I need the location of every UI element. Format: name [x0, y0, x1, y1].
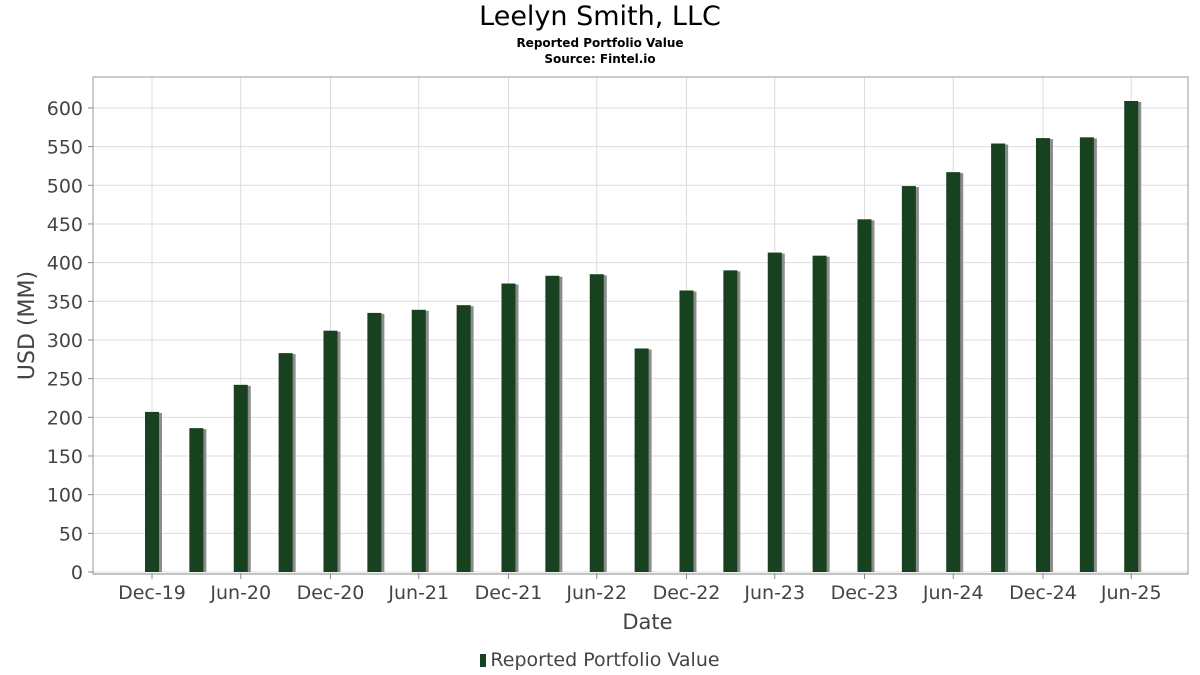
y-tick-label: 250	[47, 369, 83, 391]
y-axis-ticks: 0 50 100 150 200 250 300 350 400 450 500 550 600	[47, 98, 93, 584]
y-tick-label: 600	[47, 98, 83, 120]
x-tick-label: Jun-20	[209, 582, 271, 604]
x-tick-label: Dec-20	[297, 582, 365, 604]
y-tick-label: 550	[47, 137, 83, 159]
bar	[545, 275, 560, 572]
bar	[189, 428, 204, 572]
y-tick-label: 300	[47, 330, 83, 352]
bar	[901, 186, 916, 572]
bar	[1079, 137, 1094, 572]
bar	[323, 330, 338, 572]
y-tick-label: 100	[47, 485, 83, 507]
x-tick-label: Jun-22	[565, 582, 627, 604]
bar	[456, 305, 471, 572]
y-axis-label: USD (MM)	[15, 271, 40, 380]
y-tick-label: 150	[47, 446, 83, 468]
bar	[723, 270, 738, 572]
bar	[1124, 100, 1139, 572]
y-tick-label: 450	[47, 214, 83, 236]
bar	[367, 312, 382, 572]
bar	[857, 219, 872, 572]
chart-source: Source: Fintel.io	[544, 52, 656, 66]
bar	[991, 143, 1006, 572]
bar	[589, 274, 604, 572]
y-tick-label: 350	[47, 291, 83, 313]
bar	[411, 309, 426, 572]
x-tick-label: Dec-23	[831, 582, 899, 604]
x-tick-label: Jun-25	[1100, 582, 1162, 604]
x-tick-label: Dec-21	[475, 582, 543, 604]
bar	[812, 255, 827, 572]
legend: Reported Portfolio Value	[0, 648, 1200, 672]
chart-subtitle: Reported Portfolio Value	[516, 36, 684, 50]
bar	[679, 290, 694, 572]
bar	[767, 252, 782, 572]
bar	[233, 384, 248, 572]
bar	[501, 283, 516, 572]
legend-swatch	[480, 654, 487, 667]
x-tick-label: Dec-22	[653, 582, 721, 604]
chart-title: Leelyn Smith, LLC	[479, 1, 721, 32]
x-tick-label: Dec-24	[1009, 582, 1077, 604]
bars	[145, 100, 1142, 572]
legend-label: Reported Portfolio Value	[490, 649, 720, 671]
x-tick-label: Jun-23	[743, 582, 805, 604]
y-tick-label: 0	[71, 562, 83, 584]
y-tick-label: 50	[59, 523, 83, 545]
x-axis-label: Date	[622, 610, 672, 634]
y-tick-label: 200	[47, 407, 83, 429]
bar	[145, 411, 159, 572]
x-tick-label: Jun-21	[387, 582, 449, 604]
x-tick-label: Dec-19	[118, 582, 186, 604]
y-tick-label: 500	[47, 175, 83, 197]
bar	[946, 172, 961, 572]
y-tick-label: 400	[47, 253, 83, 275]
bar	[634, 348, 649, 572]
x-tick-label: Jun-24	[922, 582, 984, 604]
bar	[278, 353, 293, 572]
x-axis-ticks: Dec-19 Jun-20 Dec-20 Jun-21 Dec-21 Jun-22 Dec-…	[118, 574, 1162, 604]
bar	[1035, 138, 1050, 572]
